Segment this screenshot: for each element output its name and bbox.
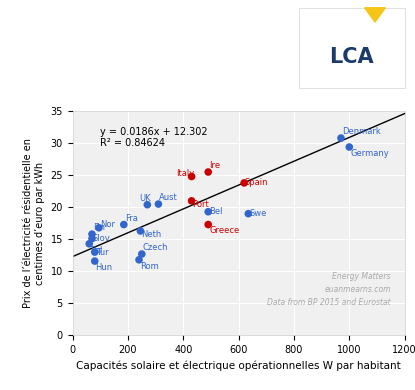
Point — [144, 202, 151, 208]
Point — [139, 251, 145, 257]
Point — [91, 249, 98, 255]
Text: Tur: Tur — [95, 248, 108, 257]
Point — [205, 169, 212, 175]
Text: Denmark: Denmark — [342, 127, 381, 136]
Text: Greece: Greece — [209, 227, 239, 236]
Point — [205, 222, 212, 228]
Text: Bel: Bel — [209, 207, 222, 216]
Text: Pol: Pol — [90, 246, 103, 255]
Point — [188, 198, 195, 204]
Text: Rom: Rom — [140, 262, 159, 271]
Text: Czech: Czech — [143, 243, 168, 252]
Text: Energy Matters: Energy Matters — [332, 272, 391, 281]
Point — [338, 135, 344, 141]
Point — [136, 257, 142, 263]
Point — [188, 174, 195, 180]
Text: Swe: Swe — [249, 209, 266, 218]
Text: Aust: Aust — [159, 193, 178, 202]
Text: Italy: Italy — [176, 169, 195, 178]
Text: LCA: LCA — [330, 48, 374, 67]
Text: Fra: Fra — [124, 214, 137, 223]
Y-axis label: Prix de l’électricité résidentielle en
centimes d’euro par kWh: Prix de l’électricité résidentielle en c… — [23, 138, 45, 308]
Point — [137, 228, 144, 234]
Point — [241, 180, 247, 186]
Point — [89, 231, 95, 237]
Text: Data from BP 2015 and Eurostat: Data from BP 2015 and Eurostat — [267, 298, 391, 307]
Polygon shape — [365, 8, 386, 22]
Text: Prix de l’électricité en Europe en fonction
des capacités de production solaire : Prix de l’électricité en Europe en fonct… — [12, 3, 325, 50]
Text: Hun: Hun — [95, 263, 113, 272]
Text: Slov: Slov — [93, 234, 110, 243]
Point — [120, 222, 127, 228]
Text: Ire: Ire — [209, 161, 220, 170]
Text: Spain: Spain — [245, 178, 269, 188]
Point — [91, 258, 98, 264]
Point — [89, 236, 95, 242]
Point — [245, 211, 251, 217]
Point — [86, 241, 93, 247]
Text: R² = 0.84624: R² = 0.84624 — [100, 138, 165, 148]
FancyBboxPatch shape — [299, 8, 405, 88]
Point — [346, 144, 353, 150]
Text: Port: Port — [193, 200, 209, 209]
Text: Neth: Neth — [141, 230, 161, 239]
Text: Germany: Germany — [350, 149, 389, 158]
Text: UK: UK — [139, 194, 151, 203]
Point — [205, 209, 212, 215]
X-axis label: Capacités solaire et électrique opérationnelles W par habitant: Capacités solaire et électrique opératio… — [76, 361, 401, 371]
Point — [155, 201, 162, 207]
Point — [95, 225, 102, 231]
Text: y = 0.0186x + 12.302: y = 0.0186x + 12.302 — [100, 127, 208, 137]
Text: Fin: Fin — [93, 223, 105, 232]
Text: Nor: Nor — [100, 220, 115, 229]
Text: euanmearns.com: euanmearns.com — [324, 285, 391, 294]
